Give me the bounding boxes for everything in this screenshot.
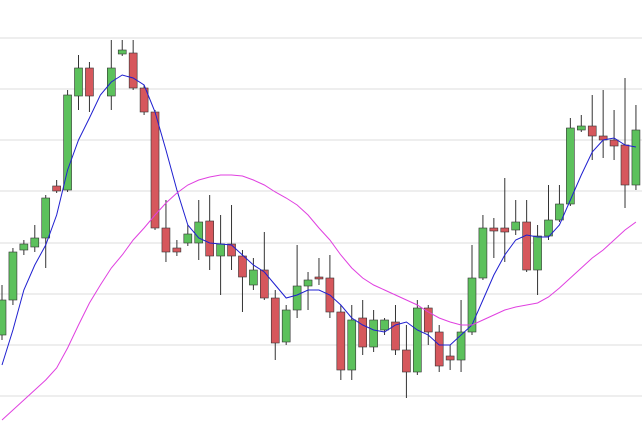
candle-body (139, 87, 149, 113)
candle-body (19, 243, 29, 251)
candle-body (587, 125, 597, 137)
candle-body (391, 321, 400, 351)
candle-body (194, 221, 204, 244)
candle-body (238, 255, 247, 278)
candle-body (555, 203, 564, 221)
candle-body (336, 311, 346, 371)
candle-body (369, 319, 378, 348)
candle-body (270, 297, 280, 344)
candle-body (631, 129, 641, 186)
candle-body (467, 277, 477, 333)
candle-body (314, 276, 324, 280)
candle-body (30, 237, 40, 248)
candle-body (183, 233, 193, 244)
candle-body (281, 309, 291, 343)
candle-body (566, 127, 575, 205)
candle-body (489, 227, 499, 232)
candle-body (380, 319, 389, 331)
candle-body (249, 269, 258, 286)
candle-body (8, 251, 18, 301)
candle-body (205, 220, 214, 257)
candle-body (292, 285, 302, 311)
candle-body (522, 221, 531, 271)
candle-body (423, 307, 433, 333)
candle-body (576, 125, 586, 131)
candle-body (434, 331, 444, 367)
candle-body (172, 247, 182, 253)
candle-body (533, 235, 542, 271)
candle-body (609, 139, 619, 147)
moving-average-line (1, 174, 637, 421)
candle-body (63, 94, 72, 191)
candle-body (303, 279, 313, 287)
candle-body (74, 67, 83, 97)
candle-body (478, 227, 488, 279)
candle-body (445, 355, 455, 361)
candle-body (227, 243, 236, 257)
candle-body (456, 331, 466, 361)
candle-body (620, 144, 630, 186)
candle-body (0, 299, 7, 336)
candle-body (150, 111, 160, 229)
candle-body (358, 317, 367, 348)
candle-body (52, 185, 61, 192)
candle-body (216, 243, 225, 257)
candle-body (41, 197, 51, 239)
candle-body (511, 221, 521, 231)
candle-body (128, 52, 138, 89)
candle-body (347, 319, 357, 371)
candle-body (544, 219, 553, 237)
candle-body (117, 49, 127, 55)
candle-body (413, 307, 422, 373)
candle-body (402, 349, 411, 373)
moving-average-line (1, 74, 637, 366)
candle-body (500, 227, 510, 233)
candle-body (161, 227, 171, 253)
candle-body (260, 269, 269, 299)
candle-body (85, 67, 94, 97)
